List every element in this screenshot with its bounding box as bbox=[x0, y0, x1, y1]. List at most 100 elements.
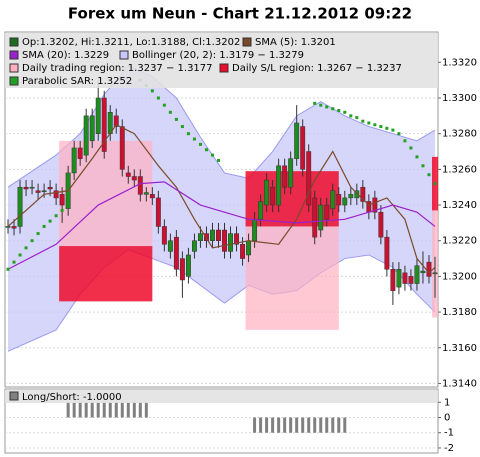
candle-body bbox=[29, 186, 35, 189]
sar-dot bbox=[391, 128, 395, 132]
candle-body bbox=[101, 97, 107, 152]
candle-body bbox=[282, 165, 288, 188]
y-tick-label: 1.3240 bbox=[442, 200, 477, 211]
bar bbox=[319, 417, 323, 433]
sar-dot bbox=[210, 153, 214, 157]
candle-body bbox=[137, 176, 143, 195]
sar-dot bbox=[216, 158, 220, 162]
candle-body bbox=[173, 236, 179, 270]
candle-body bbox=[360, 186, 366, 202]
candle-body bbox=[324, 204, 330, 220]
sar-dot bbox=[162, 103, 166, 107]
bar bbox=[331, 417, 335, 433]
sar-dot bbox=[343, 110, 347, 114]
candle-body bbox=[426, 261, 432, 277]
candle-body bbox=[348, 194, 354, 199]
y-tick-label: 1.3160 bbox=[442, 343, 477, 354]
bar bbox=[132, 402, 136, 418]
candle-body bbox=[354, 190, 360, 199]
candle-body bbox=[402, 272, 408, 284]
candle-body bbox=[252, 219, 258, 241]
bar bbox=[84, 402, 88, 418]
bar bbox=[102, 402, 106, 418]
sar-dot bbox=[192, 137, 196, 141]
y-tick-label: 1.3300 bbox=[442, 93, 477, 104]
legend-label: Bollinger (20, 2): 1.3179 − 1.3279 bbox=[132, 50, 304, 61]
sar-dot bbox=[379, 125, 383, 129]
candle-body bbox=[372, 197, 378, 213]
candle-body bbox=[161, 226, 167, 245]
candle-body bbox=[71, 147, 77, 174]
bar bbox=[66, 402, 70, 418]
bar bbox=[72, 402, 76, 418]
bar bbox=[265, 417, 269, 433]
candle-body bbox=[294, 122, 300, 159]
candle-body bbox=[198, 233, 203, 241]
bar bbox=[90, 402, 94, 418]
candle-body bbox=[378, 211, 384, 238]
candle-body bbox=[336, 194, 342, 206]
legend-label: Parabolic SAR: 1.3252 bbox=[22, 76, 132, 87]
sar-dot bbox=[150, 89, 154, 93]
sar-dot bbox=[421, 164, 425, 168]
candle-body bbox=[23, 186, 29, 190]
candle-body bbox=[179, 258, 185, 281]
candle-body bbox=[396, 269, 402, 288]
sar-dot bbox=[367, 121, 371, 125]
legend-swatch bbox=[9, 76, 19, 86]
legend-swatch bbox=[219, 63, 229, 73]
sar-dot bbox=[180, 125, 184, 129]
sar-dot bbox=[156, 96, 160, 100]
candle-body bbox=[276, 165, 282, 206]
candle-body bbox=[119, 126, 125, 170]
sar-dot bbox=[36, 232, 40, 236]
legend-swatch bbox=[9, 50, 19, 60]
y-tick-label: -1 bbox=[444, 428, 454, 439]
sar-dot bbox=[12, 260, 16, 264]
legend-swatch bbox=[242, 37, 252, 47]
candle-body bbox=[113, 115, 119, 127]
candle-body bbox=[234, 233, 239, 245]
region bbox=[245, 226, 339, 330]
candle-body bbox=[35, 190, 41, 193]
candle-body bbox=[246, 240, 252, 256]
candle-body bbox=[228, 233, 233, 252]
candle-body bbox=[240, 244, 245, 259]
sar-dot bbox=[373, 123, 377, 127]
legend-box bbox=[5, 33, 438, 88]
sar-dot bbox=[349, 114, 353, 118]
bar bbox=[253, 417, 257, 433]
sar-dot bbox=[409, 146, 413, 150]
sar-dot bbox=[385, 126, 389, 130]
candle-body bbox=[53, 190, 59, 199]
legend-label: Op:1.3202, Hi:1.3211, Lo:1.3188, Cl:1.32… bbox=[22, 37, 240, 48]
candle-body bbox=[77, 147, 83, 159]
bar bbox=[126, 402, 130, 418]
sar-dot bbox=[54, 214, 58, 218]
sar-dot bbox=[48, 219, 52, 223]
candle-body bbox=[149, 194, 155, 199]
legend-label: Long/Short: -1.0000 bbox=[22, 392, 122, 403]
candle-body bbox=[11, 226, 17, 229]
legend-label: Daily trading region: 1.3237 − 1.3177 bbox=[22, 63, 213, 74]
bar bbox=[78, 402, 82, 418]
sar-dot bbox=[355, 116, 359, 120]
candle-body bbox=[155, 197, 161, 227]
sar-dot bbox=[30, 239, 34, 243]
sar-dot bbox=[186, 132, 190, 136]
sar-dot bbox=[168, 110, 172, 114]
sar-dot bbox=[18, 253, 22, 257]
legend-label: SMA (20): 1.3229 bbox=[22, 50, 109, 61]
bollinger-band bbox=[8, 65, 435, 352]
sar-dot bbox=[337, 108, 341, 112]
region bbox=[59, 246, 153, 302]
indicator-line bbox=[7, 123, 436, 274]
candle-body bbox=[47, 186, 53, 190]
legend-label: Daily S/L region: 1.3267 − 1.3237 bbox=[232, 63, 402, 74]
chart-title: Forex um Neun - Chart 21.12.2012 09:22 bbox=[68, 5, 412, 23]
bar bbox=[96, 402, 100, 418]
legend-swatch bbox=[9, 37, 19, 47]
candle-body bbox=[288, 158, 294, 188]
indicator-line bbox=[7, 181, 436, 270]
candle-body bbox=[204, 233, 209, 241]
